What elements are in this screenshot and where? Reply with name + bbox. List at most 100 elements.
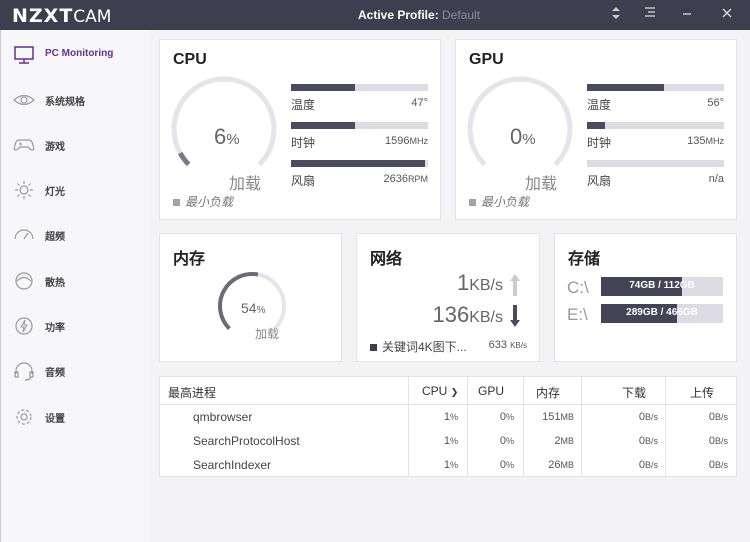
sidebar-item-system-specs[interactable]: 系统规格 [1, 84, 151, 116]
table-row-name: qmbrowser [193, 410, 253, 424]
cpu-load-label: 加载 [229, 176, 262, 193]
cpu-fan-bar [291, 160, 428, 167]
gpu-card[interactable]: GPU 0% 加载 最小负载 温度 56° 时钟 135MHz 风扇 n/a [455, 39, 737, 220]
sidebar: PC Monitoring 系统规格 游戏 灯光 超频 散热 功率 [0, 30, 150, 542]
speedometer-icon [13, 225, 34, 245]
profile-dropdown-icon[interactable] [606, 5, 626, 25]
sun-icon [13, 180, 33, 200]
drive-c-usage: 74GB / 112GB [629, 280, 695, 291]
sidebar-item-settings[interactable]: 设置 [1, 401, 151, 433]
memory-load-gauge [218, 272, 286, 331]
gpu-temp-bar [587, 84, 724, 91]
cpu-clock-value: 1596MHz [385, 135, 428, 147]
cpu-load-percent: 6% [214, 124, 240, 149]
table-row-name: SearchProtocolHost [193, 434, 300, 448]
gpu-title: GPU [469, 51, 504, 68]
gpu-min-load: 最小负载 [469, 193, 529, 210]
gear-icon [13, 407, 33, 427]
cpu-temp-bar [291, 84, 428, 91]
minimize-icon[interactable] [677, 5, 697, 25]
cpu-title: CPU [173, 51, 207, 68]
process-marker-icon [370, 344, 377, 352]
process-table: 最高进程 CPU ❯ GPU 内存 下载 上传 qmbrowser 1% 0% … [159, 376, 737, 477]
table-row-down: 0B/s [638, 459, 658, 471]
sidebar-item-power[interactable]: 功率 [1, 310, 151, 342]
chevron-down-icon: ❯ [450, 387, 459, 397]
table-row-down: 0B/s [638, 411, 658, 423]
fan-icon [13, 271, 33, 291]
cpu-load-gauge [171, 76, 277, 167]
drive-c-label: C:\ [567, 278, 589, 297]
eye-icon [13, 90, 35, 110]
network-title: 网络 [370, 251, 403, 268]
sidebar-item-pc-monitoring[interactable]: PC Monitoring [1, 39, 151, 71]
header-upload[interactable]: 上传 [690, 386, 715, 400]
header-gpu[interactable]: GPU [478, 384, 505, 398]
memory-load-percent: 54% [241, 300, 266, 316]
memory-card[interactable]: 内存 54% 加载 [159, 233, 342, 362]
cpu-fan-value: 2636RPM [383, 173, 428, 185]
sidebar-item-audio[interactable]: 音频 [1, 355, 151, 387]
header-memory[interactable]: 内存 [536, 386, 561, 400]
header-top-process[interactable]: 最高进程 [168, 386, 217, 400]
app-logo: NZXTCAM [12, 5, 112, 27]
table-row-up: 0B/s [708, 411, 728, 423]
table-row-gpu: 0% [499, 411, 514, 423]
download-arrow-icon [510, 305, 520, 327]
network-upload-rate: 1KB/s [456, 270, 503, 295]
storage-card[interactable]: 存储 C:\ 74GB / 112GB E:\ 289GB / 466GB [554, 233, 737, 362]
gpu-load-label: 加载 [525, 176, 558, 193]
gpu-temp-label: 温度 [587, 98, 612, 112]
power-icon [13, 316, 33, 336]
drive-e-usage: 289GB / 466GB [626, 307, 698, 318]
table-row-cpu: 1% [443, 459, 458, 471]
table-row-mem: 151MB [542, 411, 574, 423]
active-profile-label: Active Profile: [358, 8, 439, 22]
table-row-mem: 2MB [554, 435, 574, 447]
headset-icon [13, 361, 34, 381]
table-header [160, 377, 736, 405]
sidebar-item-cooling[interactable]: 散热 [1, 265, 151, 297]
cpu-fan-label: 风扇 [291, 174, 316, 188]
gpu-clock-value: 135MHz [687, 135, 724, 147]
table-row-up: 0B/s [708, 435, 728, 447]
gpu-fan-value: n/a [708, 173, 724, 185]
table-row-cpu: 1% [443, 435, 458, 447]
table-row-cpu: 1% [443, 411, 458, 423]
table-row-gpu: 0% [499, 435, 514, 447]
gpu-clock-bar [587, 122, 724, 129]
sidebar-item-lighting[interactable]: 灯光 [1, 174, 151, 206]
gpu-fan-bar [587, 160, 724, 167]
network-card[interactable]: 网络 1KB/s 136KB/s 关键词4K图下... 633 KB/s [356, 233, 540, 362]
memory-title: 内存 [173, 251, 206, 268]
sidebar-item-overclocking[interactable]: 超频 [1, 219, 151, 251]
cpu-clock-bar [291, 122, 428, 129]
header-download[interactable]: 下载 [622, 386, 647, 400]
close-icon[interactable] [717, 5, 737, 25]
table-row-name: SearchIndexer [193, 458, 272, 472]
storage-title: 存储 [568, 251, 601, 268]
cpu-card[interactable]: CPU 6% 加载 最小负载 温度 47° 时钟 1596MHz 风扇 2636… [159, 39, 441, 220]
network-top-process: 关键词4K图下... [370, 338, 467, 355]
drive-c-bar: 74GB / 112GB [601, 277, 723, 296]
cpu-temp-value: 47° [411, 97, 428, 109]
memory-load-label: 加载 [255, 327, 280, 341]
gpu-load-percent: 0% [510, 124, 536, 149]
cpu-temp-label: 温度 [291, 98, 316, 112]
drive-e-label: E:\ [567, 305, 588, 324]
table-row-mem: 26MB [548, 459, 574, 471]
gpu-clock-label: 时钟 [587, 136, 612, 150]
drive-e-bar: 289GB / 466GB [601, 304, 723, 323]
table-row-down: 0B/s [638, 435, 658, 447]
gamepad-icon [13, 135, 35, 155]
cpu-clock-label: 时钟 [291, 136, 316, 150]
menu-icon[interactable] [640, 5, 660, 25]
gpu-fan-label: 风扇 [587, 174, 612, 188]
upload-arrow-icon [510, 274, 520, 296]
title-bar: NZXTCAM Active Profile: Default [0, 0, 750, 30]
monitor-icon [13, 45, 34, 65]
active-profile-select[interactable]: Default [442, 8, 481, 22]
header-cpu[interactable]: CPU ❯ [422, 384, 459, 398]
sidebar-item-games[interactable]: 游戏 [1, 129, 151, 161]
cpu-min-load: 最小负载 [173, 193, 233, 210]
